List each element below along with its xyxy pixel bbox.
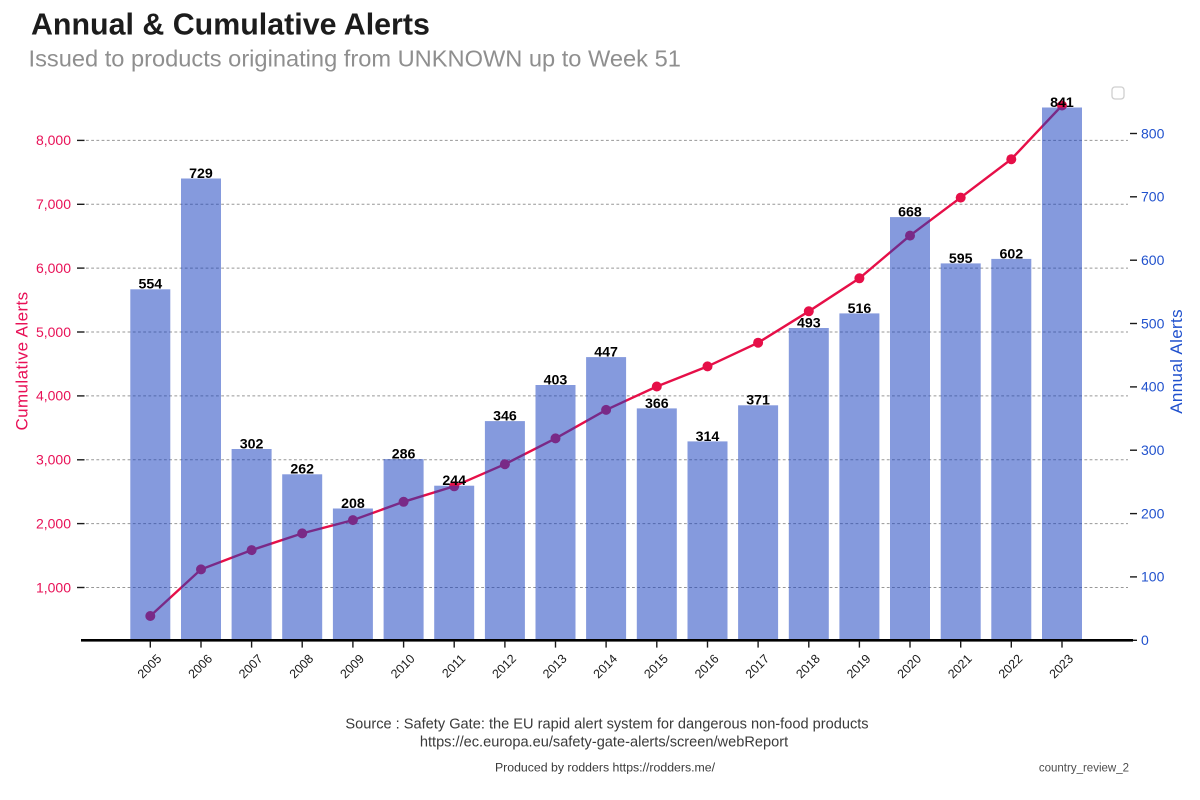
svg-text:Cumulative Alerts: Cumulative Alerts <box>13 291 32 430</box>
svg-text:602: 602 <box>999 246 1023 262</box>
svg-text:0: 0 <box>1141 632 1149 648</box>
svg-text:208: 208 <box>341 496 365 512</box>
svg-text:5,000: 5,000 <box>36 324 71 340</box>
svg-text:244: 244 <box>442 473 466 489</box>
svg-text:286: 286 <box>392 447 416 463</box>
svg-text:554: 554 <box>138 277 162 293</box>
svg-text:668: 668 <box>898 205 922 221</box>
svg-text:300: 300 <box>1141 442 1165 458</box>
svg-text:700: 700 <box>1141 189 1165 205</box>
svg-text:7,000: 7,000 <box>36 196 71 212</box>
svg-text:3,000: 3,000 <box>36 452 71 468</box>
svg-text:516: 516 <box>848 301 872 317</box>
svg-text:841: 841 <box>1050 95 1074 111</box>
svg-text:600: 600 <box>1141 252 1165 268</box>
svg-text:729: 729 <box>189 166 213 182</box>
svg-text:2,000: 2,000 <box>36 515 71 531</box>
svg-text:4,000: 4,000 <box>36 388 71 404</box>
svg-text:302: 302 <box>240 436 264 452</box>
svg-text:Annual & Cumulative Alerts: Annual & Cumulative Alerts <box>31 6 430 41</box>
svg-text:400: 400 <box>1141 379 1165 395</box>
svg-text:https://ec.europa.eu/safety-ga: https://ec.europa.eu/safety-gate-alerts/… <box>420 735 788 751</box>
svg-text:6,000: 6,000 <box>36 260 71 276</box>
svg-text:403: 403 <box>544 372 568 388</box>
svg-text:200: 200 <box>1141 505 1165 521</box>
svg-text:262: 262 <box>290 462 314 478</box>
svg-text:500: 500 <box>1141 315 1165 331</box>
svg-text:Issued to products originating: Issued to products originating from UNKN… <box>29 46 681 72</box>
svg-text:8,000: 8,000 <box>36 132 71 148</box>
svg-text:800: 800 <box>1141 125 1165 141</box>
svg-text:Produced by rodders https://ro: Produced by rodders https://rodders.me/ <box>495 761 716 775</box>
svg-text:366: 366 <box>645 396 669 412</box>
svg-text:100: 100 <box>1141 569 1165 585</box>
svg-text:346: 346 <box>493 409 517 425</box>
svg-text:country_review_2: country_review_2 <box>1039 763 1129 775</box>
svg-text:493: 493 <box>797 315 821 331</box>
svg-text:314: 314 <box>696 429 720 445</box>
svg-text:595: 595 <box>949 251 973 267</box>
svg-text:371: 371 <box>746 393 770 409</box>
svg-text:447: 447 <box>594 345 618 361</box>
svg-text:Annual Alerts: Annual Alerts <box>1167 309 1186 414</box>
svg-text:1,000: 1,000 <box>36 579 71 595</box>
svg-text:Source : Safety Gate: the EU r: Source : Safety Gate: the EU rapid alert… <box>345 717 868 733</box>
